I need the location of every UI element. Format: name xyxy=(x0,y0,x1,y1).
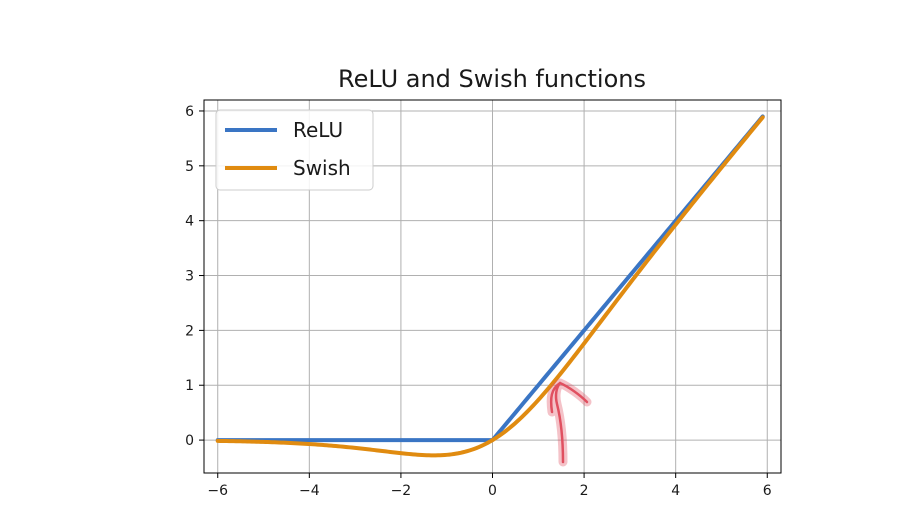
grid xyxy=(204,100,781,473)
legend-label-swish: Swish xyxy=(293,156,351,180)
chart-title: ReLU and Swish functions xyxy=(338,65,646,93)
x-tick-label: −6 xyxy=(207,483,228,499)
y-tick-label: 1 xyxy=(185,378,194,394)
y-tick-label: 5 xyxy=(185,159,194,175)
x-tick-label: −4 xyxy=(299,483,320,499)
legend-label-relu: ReLU xyxy=(293,118,343,142)
y-tick-label: 2 xyxy=(185,323,194,339)
annotation xyxy=(546,378,592,467)
y-tick-label: 4 xyxy=(185,214,194,230)
annotation-arrow xyxy=(549,381,589,464)
axis-ticks: −6 −4 −2 0 2 4 6 0 1 2 3 4 5 6 xyxy=(185,104,772,499)
x-tick-label: 6 xyxy=(763,483,772,499)
y-tick-label: 3 xyxy=(185,269,194,285)
plot-series xyxy=(215,114,765,458)
x-tick-label: 4 xyxy=(671,483,680,499)
legend: ReLU Swish xyxy=(215,109,374,191)
x-tick-label: 0 xyxy=(488,483,497,499)
series-line-swish xyxy=(215,115,765,458)
y-tick-label: 0 xyxy=(185,433,194,449)
x-tick-label: −2 xyxy=(391,483,412,499)
y-tick-label: 6 xyxy=(185,104,194,120)
x-tick-label: 2 xyxy=(580,483,589,499)
